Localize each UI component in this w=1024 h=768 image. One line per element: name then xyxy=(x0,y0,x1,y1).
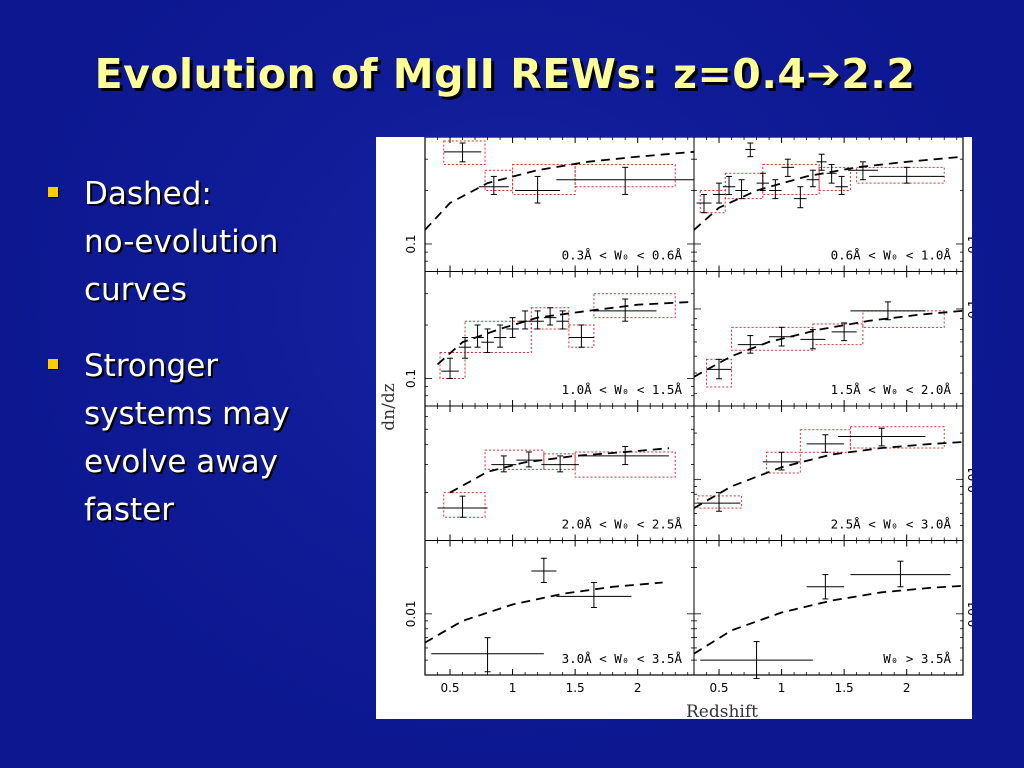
x-tick-label: 0.5 xyxy=(440,681,459,695)
model-box xyxy=(856,166,945,184)
y-tick-label: 0.01 xyxy=(404,600,418,627)
model-box xyxy=(812,323,864,346)
panel-label: 1.0Å < W₀ < 1.5Å xyxy=(562,382,683,397)
y-axis-title: dn/dz xyxy=(379,383,399,430)
model-box xyxy=(543,453,576,470)
model-box xyxy=(818,166,851,191)
panel-label: 0.3Å < W₀ < 0.6Å xyxy=(562,248,683,263)
x-tick-label: 2 xyxy=(903,681,911,695)
model-box xyxy=(443,140,486,166)
model-box xyxy=(849,426,945,449)
model-box xyxy=(484,449,545,470)
model-box xyxy=(697,495,743,509)
bullet-square-icon xyxy=(48,187,58,197)
y-tick-label: 0.1 xyxy=(966,299,972,318)
model-box xyxy=(443,492,486,518)
no-evolution-curve xyxy=(693,155,964,231)
bullet-item: Stronger systems may evolve away faster xyxy=(44,342,344,534)
no-evolution-curve xyxy=(424,150,695,231)
bullet-square-icon xyxy=(48,359,58,369)
x-tick-label: 0.5 xyxy=(709,681,728,695)
panel-label: 3.0Å < W₀ < 3.5Å xyxy=(562,651,683,666)
no-evolution-curve xyxy=(449,447,670,494)
bullet-text: Dashed: no-evolution curves xyxy=(84,176,279,308)
y-tick-label: 0.1 xyxy=(966,234,972,253)
slide-title: Evolution of MgII REWs: z=0.4➔2.2 xyxy=(94,50,916,98)
panel-label: 2.5Å < W₀ < 3.0Å xyxy=(831,517,952,532)
panel-label: W₀ > 3.5Å xyxy=(883,651,951,666)
y-tick-label: 0.1 xyxy=(404,234,418,253)
model-box xyxy=(530,307,570,330)
chart-svg: 0.1 0.3Å < W₀ < 0.6Å 0.1 0.6Å < W₀ < 1.0Å 0.… xyxy=(379,137,972,719)
x-tick-label: 1.5 xyxy=(566,681,585,695)
x-axis-title: Redshift xyxy=(686,702,758,719)
model-box xyxy=(464,320,532,354)
no-evolution-curve xyxy=(693,585,964,655)
x-tick-label: 1.5 xyxy=(835,681,854,695)
y-tick-label: 0.01 xyxy=(966,466,972,493)
y-tick-label: 0.01 xyxy=(966,600,972,627)
no-evolution-curve xyxy=(424,581,663,644)
model-box xyxy=(593,293,676,319)
x-tick-label: 1 xyxy=(509,681,517,695)
chart-figure: 0.1 0.3Å < W₀ < 0.6Å 0.1 0.6Å < W₀ < 1.0Å 0.… xyxy=(376,137,972,719)
model-box xyxy=(439,352,466,379)
bullet-item: Dashed: no-evolution curves xyxy=(44,170,344,314)
panel-label: 0.6Å < W₀ < 1.0Å xyxy=(831,248,952,263)
no-evolution-curve xyxy=(693,309,964,378)
y-tick-label: 0.1 xyxy=(404,369,418,388)
panel-label: 1.5Å < W₀ < 2.0Å xyxy=(831,382,952,397)
model-box xyxy=(731,326,814,351)
x-tick-label: 2 xyxy=(634,681,642,695)
bullet-text: Stronger systems may evolve away faster xyxy=(84,348,290,528)
panel-label: 2.0Å < W₀ < 2.5Å xyxy=(562,517,683,532)
x-tick-label: 1 xyxy=(778,681,786,695)
bullet-list: Dashed: no-evolution curves Stronger sys… xyxy=(44,170,344,562)
no-evolution-curve xyxy=(693,441,964,509)
model-box xyxy=(699,189,726,214)
